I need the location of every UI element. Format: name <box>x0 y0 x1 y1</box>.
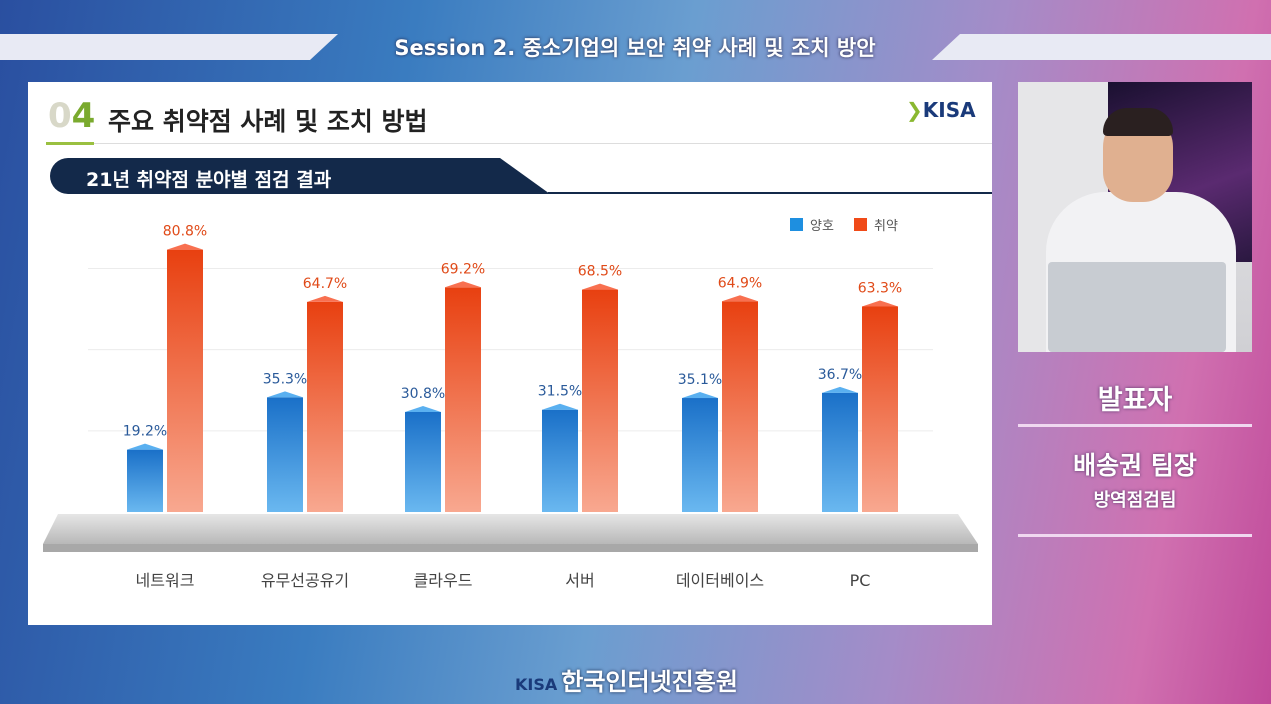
kisa-logo: ❯KISA <box>906 98 976 122</box>
bar-good <box>405 411 441 512</box>
bar-good <box>127 449 163 512</box>
subtitle-bar <box>50 158 550 194</box>
bar-top <box>167 243 203 250</box>
bar-top <box>542 403 578 410</box>
bar-vulnerable <box>307 301 343 512</box>
legend-label-good: 양호 <box>810 219 834 234</box>
chart-platform-front <box>43 544 978 552</box>
presenter-label: 발표자 <box>1097 385 1173 416</box>
slide: 04 주요 취약점 사례 및 조치 방법 ❯KISA 21년 취약점 분야별 점… <box>28 82 992 625</box>
kisa-logo-text: KISA <box>922 98 976 122</box>
bar-vulnerable <box>445 287 481 512</box>
bar-top <box>682 392 718 399</box>
legend-swatch-vulnerable <box>854 218 867 231</box>
banner-right-stripe <box>960 34 1271 60</box>
bar-vulnerable <box>862 306 898 512</box>
session-banner <box>0 34 1271 60</box>
slide-title: 주요 취약점 사례 및 조치 방법 <box>108 107 428 136</box>
bar-good <box>542 409 578 512</box>
section-number-prefix: 0 <box>48 96 72 136</box>
category-label: 네트워크 <box>136 571 195 590</box>
bar-top <box>307 295 343 302</box>
data-label: 35.1% <box>678 372 722 388</box>
bar-chart: 19.2% 80.8% 네트워크 35.3% 64.7% 유무선공유기 30.8% 69.2%… <box>43 218 978 590</box>
chart-title: 21년 취약점 분야별 점검 결과 <box>86 169 332 191</box>
footer-kisa-mark: KISA <box>515 675 558 694</box>
presenter-hair <box>1103 108 1173 136</box>
footer-logo: KISA 한국인터넷진흥원 <box>515 662 738 697</box>
bar-top <box>405 405 441 412</box>
bar-top <box>445 281 481 288</box>
presenter-video <box>1018 82 1252 352</box>
section-underline <box>46 142 94 145</box>
presenter-team: 방역점검팀 <box>1093 490 1177 511</box>
category-label: PC <box>850 571 871 590</box>
legend-swatch-good <box>790 218 803 231</box>
data-label: 69.2% <box>441 261 485 277</box>
bar-top <box>582 283 618 290</box>
title-divider <box>94 143 992 144</box>
banner-left-stripe <box>0 34 310 60</box>
category-label: 서버 <box>565 571 594 590</box>
data-label: 31.5% <box>538 384 582 400</box>
data-label: 30.8% <box>401 386 445 402</box>
laptop <box>1048 262 1226 352</box>
category-label: 데이터베이스 <box>676 571 764 590</box>
chart-platform <box>43 514 978 544</box>
banner-right-stripe-tip <box>932 34 960 60</box>
bar-top <box>862 300 898 307</box>
legend: 양호 취약 <box>790 218 898 234</box>
data-label: 64.7% <box>303 276 347 292</box>
bar-top <box>822 386 858 393</box>
bar-good <box>682 398 718 512</box>
data-label: 63.3% <box>858 280 902 296</box>
legend-label-vulnerable: 취약 <box>874 219 898 234</box>
section-number: 04 <box>48 96 95 136</box>
presenter-name: 배송권 팀장 <box>1073 451 1197 480</box>
bar-good <box>267 397 303 512</box>
data-label: 68.5% <box>578 264 622 280</box>
bar-top <box>722 295 758 302</box>
data-label: 19.2% <box>123 424 167 440</box>
data-label: 35.3% <box>263 371 307 387</box>
data-label: 80.8% <box>163 224 207 240</box>
data-label: 64.9% <box>718 275 762 291</box>
bar-top <box>127 443 163 450</box>
banner-left-stripe-tip <box>310 34 338 60</box>
bar-vulnerable <box>722 301 758 512</box>
category-label: 클라우드 <box>414 571 473 590</box>
presenter-divider-bottom <box>1018 534 1252 537</box>
bar-vulnerable <box>582 289 618 512</box>
footer-org-name: 한국인터넷진흥원 <box>561 668 738 696</box>
bar-good <box>822 392 858 512</box>
section-number-digit: 4 <box>71 96 96 136</box>
category-label: 유무선공유기 <box>261 571 349 590</box>
bar-vulnerable <box>167 249 203 512</box>
bar-top <box>267 391 303 398</box>
kisa-logo-mark: ❯ <box>906 98 923 122</box>
presenter-divider-top <box>1018 424 1252 427</box>
data-label: 36.7% <box>818 367 862 383</box>
subtitle-line <box>548 192 992 194</box>
session-title: Session 2. 중소기업의 보안 취약 사례 및 조치 방안 <box>394 36 876 60</box>
